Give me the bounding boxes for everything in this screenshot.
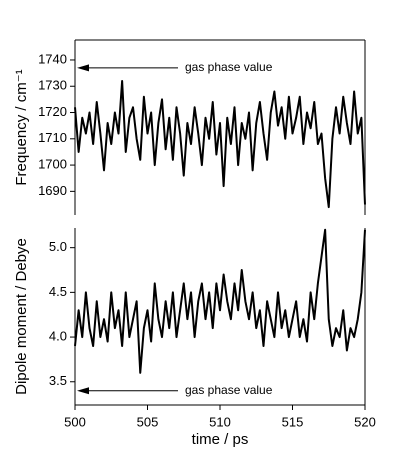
x-tick-label: 500 [64, 414, 86, 429]
y-tick-label: 4.5 [49, 284, 67, 299]
y-tick-label: 1700 [38, 157, 67, 172]
x-tick-label: 510 [209, 414, 231, 429]
data-line [74, 228, 366, 374]
arrow-head [77, 387, 89, 395]
y-tick-label: 1730 [38, 78, 67, 93]
y-tick-label: 1740 [38, 51, 67, 66]
y-tick-label: 5.0 [49, 239, 67, 254]
y-tick-label: 1710 [38, 130, 67, 145]
y-tick-label: 1720 [38, 104, 67, 119]
annotation-text: gas phase value [185, 383, 273, 397]
x-tick-label: 520 [354, 414, 376, 429]
x-tick-label: 505 [137, 414, 159, 429]
data-line [74, 79, 366, 209]
y-tick-label: 3.5 [49, 373, 67, 388]
y-tick-label: 4.0 [49, 328, 67, 343]
arrow-head [77, 64, 89, 72]
annotation-text: gas phase value [185, 60, 273, 74]
y-axis-label: Dipole moment / Debye [13, 238, 30, 395]
y-tick-label: 1690 [38, 183, 67, 198]
y-axis-label: Frequency / cm⁻¹ [13, 69, 30, 185]
x-tick-label: 515 [282, 414, 304, 429]
x-axis-label: time / ps [192, 431, 249, 448]
